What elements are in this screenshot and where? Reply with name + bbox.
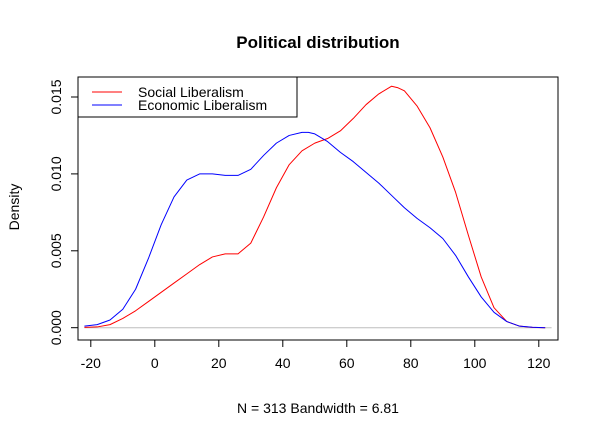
series-line-1 — [84, 85, 546, 329]
legend-label: Economic Liberalism — [138, 97, 267, 113]
y-axis: 0.000 0.005 0.010 0.015 — [48, 79, 79, 345]
series-layer — [84, 85, 546, 329]
legend-box — [77, 76, 298, 118]
y-axis-label: Density — [6, 184, 22, 231]
x-axis: -20 0 20 40 60 80 100 120 — [81, 339, 551, 371]
x-axis-label: N = 313 Bandwidth = 6.81 — [237, 400, 399, 416]
y-tick-label: 0.010 — [48, 156, 64, 191]
x-tick-label: 0 — [151, 355, 159, 371]
y-tick-label: 0.015 — [48, 79, 64, 114]
chart-title: Political distribution — [236, 33, 399, 52]
series-line-2 — [84, 131, 546, 329]
x-tick-label: 20 — [211, 355, 227, 371]
x-tick-label: -20 — [81, 355, 101, 371]
y-tick-label: 0.005 — [48, 233, 64, 268]
x-tick-label: 80 — [403, 355, 419, 371]
legend-label: Social Liberalism — [138, 84, 244, 100]
y-tick-label: 0.000 — [48, 310, 64, 345]
x-tick-label: 60 — [339, 355, 355, 371]
x-tick-label: 120 — [527, 355, 551, 371]
x-tick-label: 40 — [275, 355, 291, 371]
x-tick-label: 100 — [463, 355, 487, 371]
